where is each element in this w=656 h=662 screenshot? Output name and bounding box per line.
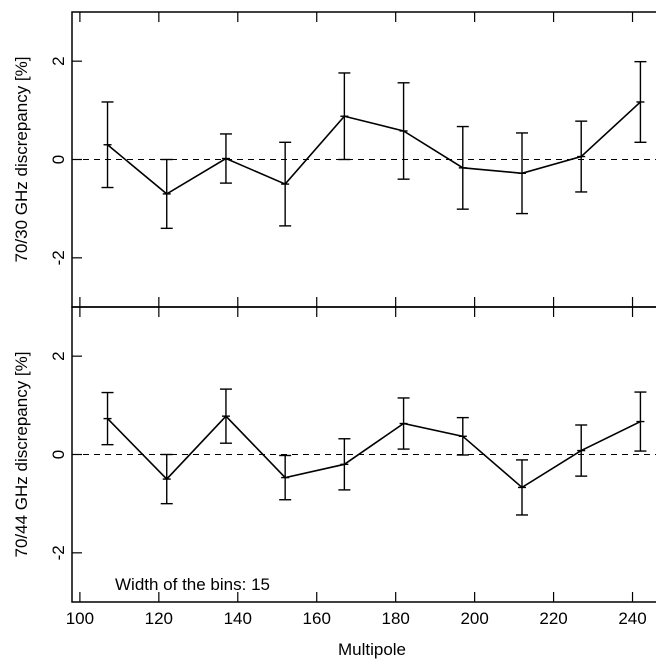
bottom-y-tick-label: 0 (49, 450, 68, 459)
x-tick-label: 120 (145, 609, 173, 628)
x-tick-label: 180 (381, 609, 409, 628)
top-series-line (107, 101, 641, 195)
x-tick-label: 200 (460, 609, 488, 628)
bottom-y-tick-label: -2 (49, 545, 68, 560)
x-tick-label: 100 (66, 609, 94, 628)
x-tick-label: 220 (539, 609, 567, 628)
top-y-tick-label: 2 (49, 56, 68, 65)
x-axis-label: Multipole (338, 640, 406, 659)
top-y-tick-label: 0 (49, 155, 68, 164)
bottom-panel-annotation: Width of the bins: 15 (115, 575, 270, 594)
x-tick-label: 240 (618, 609, 646, 628)
top-panel: 70/30 GHz discrepancy [%] -2 0 2 (12, 11, 656, 308)
top-y-tick-label: -2 (49, 250, 68, 265)
bottom-panel: 70/44 GHz discrepancy [%] Width of the b… (12, 306, 656, 659)
x-tick-label: 160 (303, 609, 331, 628)
bottom-panel-ylabel: 70/44 GHz discrepancy [%] (12, 352, 31, 558)
bottom-y-tick-label: 2 (49, 351, 68, 360)
top-panel-ylabel: 70/30 GHz discrepancy [%] (12, 57, 31, 263)
x-tick-label: 140 (224, 609, 252, 628)
bottom-series-line (106, 414, 641, 489)
